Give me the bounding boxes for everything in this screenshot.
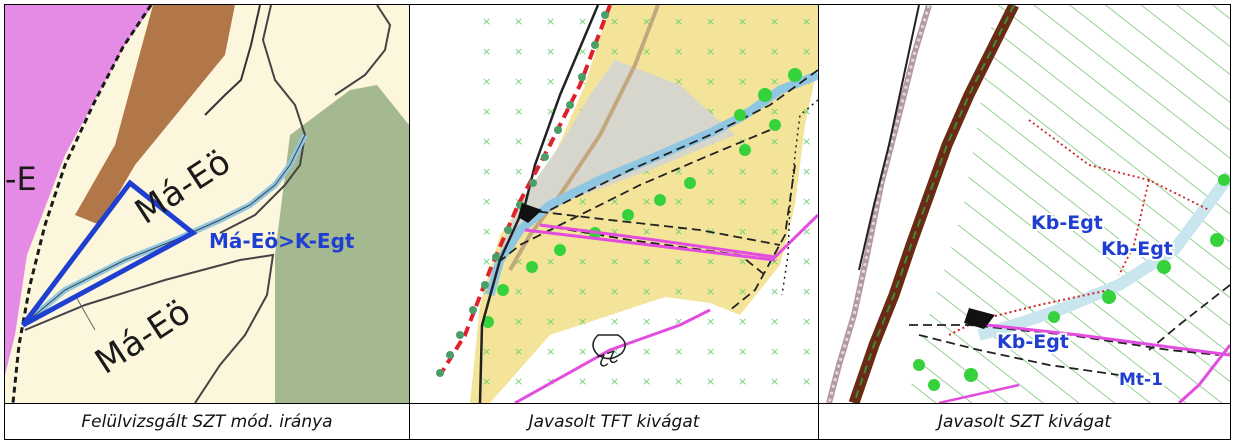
zone-pink <box>5 5 153 375</box>
red-dotted-1 <box>1028 119 1210 211</box>
modification-triangle <box>21 179 198 328</box>
zone-forest-green <box>275 85 409 403</box>
stream-band <box>977 171 1230 341</box>
stream-edge <box>22 134 306 326</box>
boundary-markers <box>436 11 609 377</box>
zone-label-kb-1: Kb-Egt <box>1031 212 1103 234</box>
stream-line <box>485 70 818 297</box>
admin-boundary-line <box>11 5 153 403</box>
zone-label-kb-2: Kb-Egt <box>1101 238 1173 260</box>
edge-line <box>858 5 920 271</box>
building-marker <box>518 203 542 223</box>
magenta-line-upper <box>539 213 818 259</box>
magenta-line-upper <box>968 321 1230 357</box>
parcel-divider <box>74 294 96 331</box>
caption-reviewed-szt: Felülvizsgált SZT mód. iránya <box>4 403 410 440</box>
map-comparison-table: -E Má-Eö Má-Eö Má-Eö>K-Egt Felülvizsgált… <box>4 4 1231 440</box>
proposed-szt-map: Kb-Egt Kb-Egt Kb-Egt Mt-1 <box>819 5 1230 403</box>
zone-strip-top <box>180 5 265 115</box>
magenta-line-lower <box>938 383 1020 403</box>
panel-reviewed-szt: -E Má-Eö Má-Eö Má-Eö>K-Egt <box>4 4 410 404</box>
zone-label-edge: -E <box>5 160 37 198</box>
red-dotted-3 <box>948 289 1110 336</box>
magenta-line-lower <box>514 308 711 403</box>
dashed-line-2 <box>494 129 771 266</box>
plot-line-lower <box>24 253 275 403</box>
tree-dots <box>482 68 802 328</box>
panel-proposed-szt: Kb-Egt Kb-Egt Kb-Egt Mt-1 <box>818 4 1231 404</box>
panel-proposed-tft: × <box>409 4 819 404</box>
zone-brown <box>75 5 235 225</box>
road-marker <box>592 334 626 360</box>
tree-dots <box>913 174 1230 391</box>
boundary-red-dashed <box>438 5 612 377</box>
dotted-line-right <box>781 99 818 296</box>
dashed-line-4 <box>539 224 766 276</box>
magenta-line-mid <box>524 228 776 262</box>
proposed-tft-map: × <box>410 5 818 403</box>
forest-hatch <box>909 5 1230 403</box>
road-edge-line <box>204 5 261 116</box>
dashed-line-3 <box>524 209 781 246</box>
red-dotted-2 <box>1118 179 1150 276</box>
plot-line-right <box>334 5 392 96</box>
zone-label-mt: Mt-1 <box>1119 370 1163 390</box>
road-centerline <box>853 5 1015 403</box>
magenta-line-right <box>1177 344 1230 403</box>
zone-label-kb-3: Kb-Egt <box>997 331 1069 353</box>
dashed-line-2 <box>918 334 1120 376</box>
caption-proposed-szt: Javasolt SZT kivágat <box>818 403 1231 440</box>
dashed-line-3 <box>1148 284 1230 351</box>
reviewed-szt-map: -E Má-Eö Má-Eö Má-Eö>K-Egt <box>5 5 409 403</box>
dashed-line-1 <box>549 69 818 211</box>
building-marker <box>964 308 995 329</box>
caption-proposed-tft: Javasolt TFT kivágat <box>409 403 819 440</box>
change-label: Má-Eö>K-Egt <box>209 229 355 253</box>
edge-band <box>826 5 932 403</box>
